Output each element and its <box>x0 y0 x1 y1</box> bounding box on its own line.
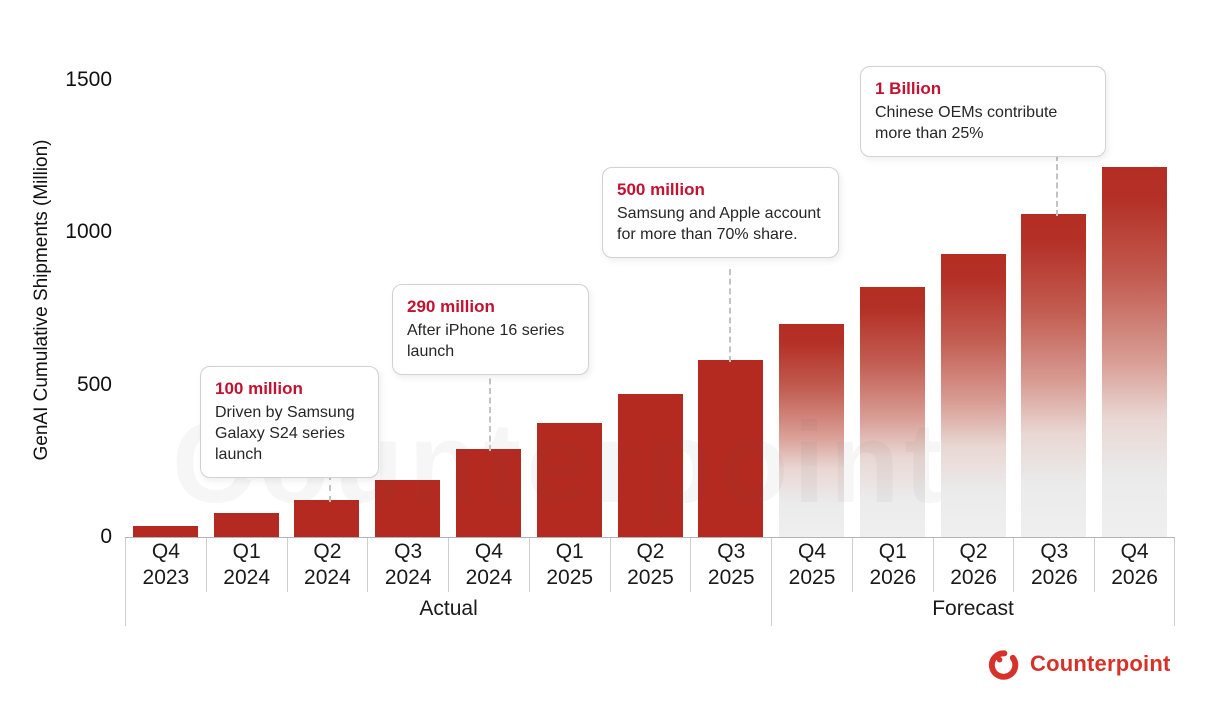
x-label-q2-2026: Q2 2026 <box>932 538 1014 592</box>
group-label-actual: Actual <box>125 592 771 626</box>
counterpoint-logo-text: Counterpoint <box>1030 651 1171 676</box>
annotation-milestone: 290 million <box>407 297 495 316</box>
x-label-q2-2025: Q2 2025 <box>609 538 691 592</box>
x-label-q3-2025: Q3 2025 <box>690 538 771 592</box>
annotation-milestone: 1 Billion <box>875 79 942 98</box>
bar-q4-2023 <box>132 525 198 537</box>
annotation-description: After iPhone 16 series launch <box>407 322 565 361</box>
bar-q2-2025 <box>617 393 683 537</box>
annotation-callout-2: 290 million After iPhone 16 series launch <box>392 284 589 376</box>
annotation-description: Driven by Samsung Galaxy S24 series laun… <box>215 404 355 464</box>
annotation-connector <box>1056 155 1058 217</box>
counterpoint-logo-icon <box>988 650 1019 680</box>
x-label-q3-2024: Q3 2024 <box>367 538 448 592</box>
bar-q3-2026 <box>1021 214 1087 537</box>
annotation-connector <box>729 269 731 363</box>
x-label-q1-2025: Q1 2025 <box>528 538 610 592</box>
y-tick-label: 500 <box>76 372 112 396</box>
annotation-milestone: 500 million <box>617 180 705 199</box>
bar-q3-2024 <box>375 480 441 537</box>
group-label-forecast: Forecast <box>771 592 1175 626</box>
y-axis-title: GenAI Cumulative Shipments (Million) <box>31 139 52 461</box>
bar-q2-2024 <box>294 499 360 537</box>
x-label-q4-2025: Q4 2025 <box>771 538 852 592</box>
bar-q4-2025 <box>779 323 845 537</box>
annotation-milestone: 100 million <box>215 379 303 398</box>
annotation-callout-3: 500 million Samsung and Apple account for… <box>602 167 839 259</box>
bar-q2-2026 <box>940 253 1006 537</box>
y-tick-label: 1500 <box>65 68 112 91</box>
annotation-callout-4: 1 Billion Chinese OEMs contribute more th… <box>860 66 1106 158</box>
bar-q4-2026 <box>1102 166 1168 537</box>
x-label-q1-2026: Q1 2026 <box>851 538 933 592</box>
bar-q4-2024 <box>455 448 521 537</box>
x-label-q4-2026: Q4 2026 <box>1094 538 1175 592</box>
x-label-q4-2024: Q4 2024 <box>448 538 529 592</box>
counterpoint-logo: Counterpoint <box>985 646 1170 682</box>
bar-q1-2025 <box>536 422 602 537</box>
bar-q3-2025 <box>698 360 764 537</box>
annotation-description: Chinese OEMs contribute more than 25% <box>875 104 1058 143</box>
annotation-connector <box>489 369 491 451</box>
bar-q1-2024 <box>213 512 279 537</box>
bar-q1-2026 <box>859 287 925 537</box>
x-label-q4-2023: Q4 2023 <box>125 538 206 592</box>
annotation-callout-1: 100 million Driven by Samsung Galaxy S24 … <box>200 366 379 479</box>
x-label-q3-2026: Q3 2026 <box>1013 538 1094 592</box>
x-label-q2-2024: Q2 2024 <box>286 538 368 592</box>
annotation-description: Samsung and Apple account for more than … <box>617 205 821 244</box>
x-label-q1-2024: Q1 2024 <box>205 538 287 592</box>
x-axis-line <box>125 537 1175 538</box>
y-tick-label: 1000 <box>65 220 112 244</box>
y-tick-label: 0 <box>100 525 112 548</box>
